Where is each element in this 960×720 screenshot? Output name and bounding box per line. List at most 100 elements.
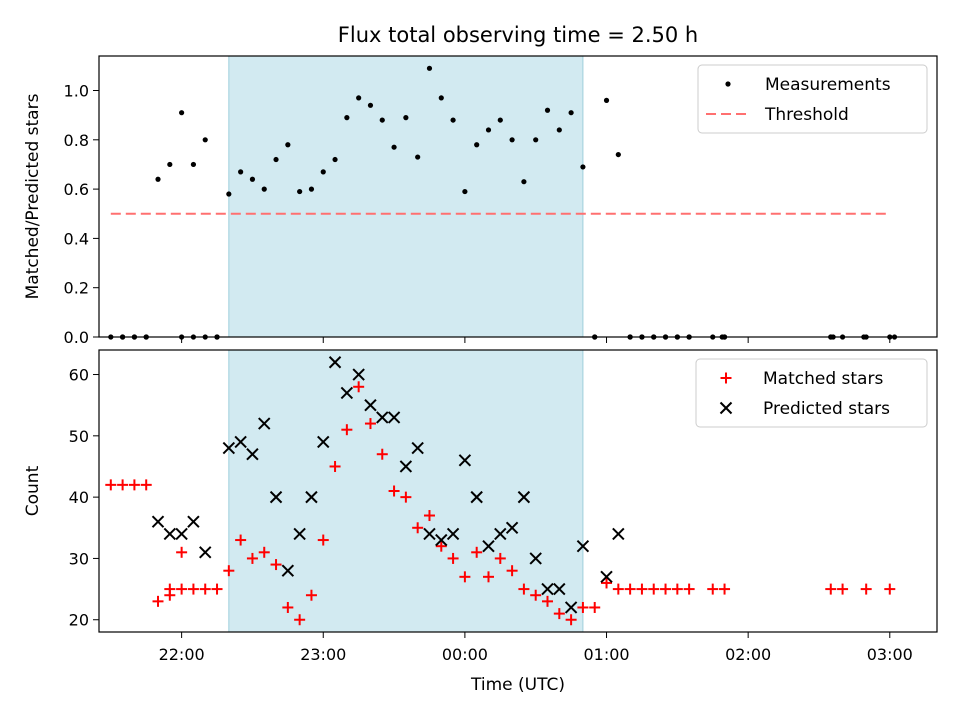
measurement-point bbox=[356, 95, 362, 101]
measurement-point bbox=[155, 176, 161, 182]
series-matched-stars bbox=[105, 381, 896, 626]
predicted-star-point bbox=[470, 490, 483, 504]
matched-star-point bbox=[140, 479, 152, 491]
matched-star-point bbox=[364, 418, 376, 430]
matched-star-point bbox=[317, 534, 329, 546]
legend-label: Predicted stars bbox=[763, 399, 890, 419]
matched-star-point bbox=[435, 540, 447, 552]
legend-label: Measurements bbox=[765, 75, 891, 95]
measurement-point bbox=[249, 176, 256, 182]
measurement-point bbox=[568, 110, 574, 116]
measurement-point bbox=[285, 142, 291, 148]
matched-star-point bbox=[506, 565, 518, 577]
predicted-star-point bbox=[305, 490, 318, 504]
predicted-star-point bbox=[352, 368, 365, 381]
matched-star-point bbox=[648, 583, 660, 595]
matched-star-point bbox=[282, 601, 294, 613]
matched-star-point bbox=[199, 583, 211, 595]
measurement-point bbox=[403, 115, 409, 121]
predicted-star-point bbox=[293, 527, 306, 541]
matched-star-point bbox=[329, 460, 341, 472]
measurement-point bbox=[544, 107, 551, 113]
matched-star-point bbox=[305, 589, 317, 601]
matched-star-point bbox=[117, 479, 129, 491]
bottom-panel: 20 30 40 50 60 22:00 23:00 00:00 01:00 02:00 03:00… bbox=[23, 349, 938, 664]
measurement-point bbox=[297, 188, 303, 195]
measurement-point bbox=[462, 188, 468, 195]
legend-entry: Predicted stars bbox=[719, 399, 890, 419]
predicted-star-point bbox=[517, 490, 531, 504]
matched-star-point bbox=[128, 479, 140, 491]
matched-star-point bbox=[683, 583, 695, 595]
measurement-point bbox=[190, 161, 197, 168]
y-axis-label: Count bbox=[23, 465, 43, 516]
measurement-point bbox=[603, 97, 610, 103]
predicted-star-point bbox=[541, 582, 554, 596]
predicted-star-point bbox=[529, 552, 542, 565]
axes-frame bbox=[98, 349, 938, 633]
predicted-star-point bbox=[576, 539, 590, 553]
matched-star-point bbox=[187, 583, 199, 595]
matched-star-point bbox=[671, 583, 683, 595]
matched-star-point bbox=[376, 448, 388, 460]
x-tick-label: 03:00 bbox=[867, 645, 913, 664]
predicted-star-point bbox=[269, 490, 283, 504]
matched-star-point bbox=[494, 552, 506, 564]
predicted-star-point bbox=[258, 417, 271, 430]
predicted-star-point bbox=[505, 521, 519, 534]
measurement-point bbox=[202, 137, 208, 143]
legend-marker bbox=[720, 372, 732, 384]
matched-star-point bbox=[860, 583, 872, 595]
predicted-star-point bbox=[187, 515, 200, 528]
x-tick-label: 23:00 bbox=[300, 645, 346, 664]
predicted-star-point bbox=[163, 527, 177, 541]
measurement-point bbox=[332, 156, 338, 163]
legend-label: Matched stars bbox=[763, 369, 883, 389]
matched-star-point bbox=[270, 559, 282, 571]
observing-window-shade bbox=[228, 350, 583, 632]
predicted-star-point bbox=[246, 448, 259, 461]
matched-star-point bbox=[825, 583, 837, 595]
legend-entry: Measurements bbox=[725, 75, 891, 95]
measurement-point bbox=[533, 137, 539, 143]
matched-star-point bbox=[660, 583, 672, 595]
y-tick-label: 0.6 bbox=[64, 180, 89, 199]
predicted-star-point bbox=[458, 454, 472, 467]
matched-star-point bbox=[211, 583, 223, 595]
x-tick-label: 00:00 bbox=[442, 645, 488, 664]
measurement-point bbox=[556, 127, 562, 133]
predicted-star-point bbox=[564, 601, 578, 614]
predicted-star-point bbox=[553, 582, 566, 596]
matched-star-point bbox=[530, 589, 542, 601]
predicted-star-point bbox=[482, 539, 495, 553]
series-measurements bbox=[108, 65, 898, 340]
legend-marker bbox=[719, 401, 733, 415]
matched-star-point bbox=[707, 583, 719, 595]
matched-star-point bbox=[459, 571, 471, 583]
measurement-point bbox=[226, 191, 232, 197]
matched-star-point bbox=[152, 595, 164, 607]
predicted-star-point bbox=[399, 460, 413, 473]
matched-star-point bbox=[612, 583, 624, 595]
observing-window-shade bbox=[228, 56, 583, 337]
y-tick-label: 40 bbox=[69, 488, 89, 507]
axes-frame bbox=[98, 55, 938, 338]
measurement-point bbox=[344, 115, 350, 121]
predicted-star-point bbox=[317, 435, 330, 449]
predicted-star-point bbox=[446, 527, 460, 541]
x-tick-label: 01:00 bbox=[583, 645, 629, 664]
matched-star-point bbox=[341, 424, 353, 436]
measurement-point bbox=[474, 142, 480, 148]
matched-star-point bbox=[353, 381, 365, 393]
legend-box bbox=[695, 358, 928, 428]
predicted-star-point bbox=[387, 411, 401, 424]
y-tick-label: 0.0 bbox=[64, 328, 89, 347]
predicted-star-point bbox=[411, 441, 424, 455]
matched-star-point bbox=[471, 546, 483, 558]
y-tick-label: 0.4 bbox=[64, 229, 89, 248]
matched-star-point bbox=[176, 583, 188, 595]
measurement-point bbox=[273, 156, 279, 163]
matched-star-point bbox=[837, 583, 849, 595]
measurement-point bbox=[485, 127, 492, 133]
